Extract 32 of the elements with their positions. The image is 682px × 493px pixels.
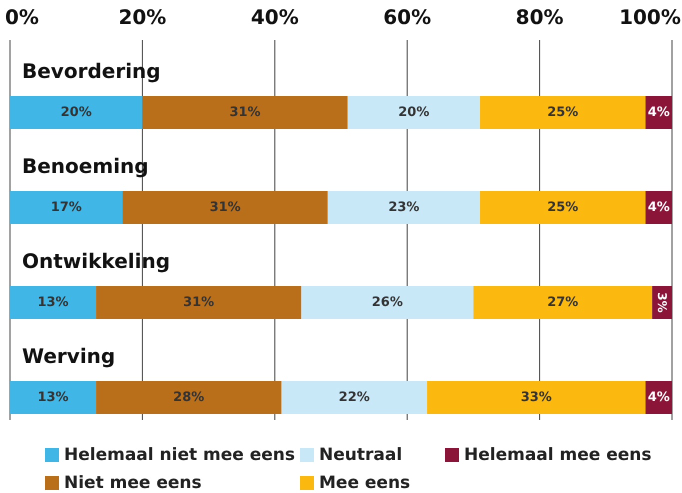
y-tick-label: Werving [22, 344, 116, 368]
data-label: 31% [210, 200, 241, 215]
data-label: 31% [229, 105, 261, 120]
data-label: 13% [37, 295, 69, 310]
data-label: 27% [547, 295, 578, 310]
data-label: 23% [388, 200, 420, 215]
data-label: 20% [398, 105, 430, 120]
x-tick-label: 20% [118, 5, 166, 29]
data-label: 26% [372, 295, 403, 310]
data-label: 31% [183, 295, 214, 310]
x-tick-label: 0% [5, 5, 39, 29]
legend-label: Helemaal mee eens [464, 445, 652, 465]
data-label: 28% [173, 390, 204, 405]
data-label: 3% [655, 292, 670, 313]
legend-label: Mee eens [319, 473, 410, 493]
data-label: 22% [338, 390, 370, 405]
x-tick-label: 80% [516, 5, 564, 29]
legend-label: Niet mee eens [64, 473, 202, 493]
data-label: 13% [37, 390, 69, 405]
x-tick-label: 60% [383, 5, 432, 29]
data-label: 25% [547, 200, 578, 215]
data-label: 33% [520, 390, 552, 405]
data-label: 4% [648, 105, 670, 120]
data-label: 25% [547, 105, 578, 120]
data-label: 4% [648, 200, 670, 215]
data-label: 4% [648, 390, 670, 405]
data-label: 17% [50, 200, 82, 215]
x-tick-label: 100% [619, 5, 681, 29]
x-tick-label: 40% [250, 5, 299, 29]
legend-label: Neutraal [319, 445, 402, 465]
data-label: 20% [60, 105, 92, 120]
legend-label: Helemaal niet mee eens [64, 445, 295, 465]
